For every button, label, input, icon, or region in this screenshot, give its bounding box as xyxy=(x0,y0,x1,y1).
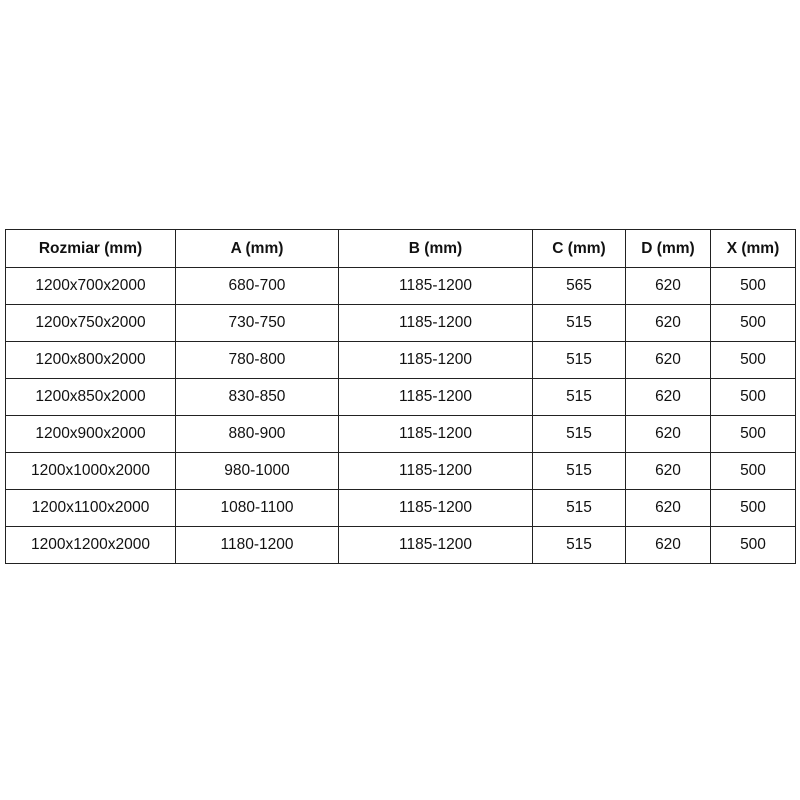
cell-a: 1180-1200 xyxy=(175,526,339,564)
table-row: 1200x700x2000 680-700 1185-1200 565 620 500 xyxy=(5,267,796,305)
cell-c: 515 xyxy=(532,452,626,490)
cell-b: 1185-1200 xyxy=(338,452,533,490)
cell-x: 500 xyxy=(710,304,796,342)
column-header-size: Rozmiar (mm) xyxy=(5,229,176,268)
header-row: Rozmiar (mm) A (mm) B (mm) C (mm) D (mm) X (m… xyxy=(5,229,796,268)
cell-d: 620 xyxy=(625,415,711,453)
cell-b: 1185-1200 xyxy=(338,341,533,379)
cell-d: 620 xyxy=(625,452,711,490)
cell-size: 1200x900x2000 xyxy=(5,415,176,453)
cell-size: 1200x1200x2000 xyxy=(5,526,176,564)
cell-c: 515 xyxy=(532,378,626,416)
table-row: 1200x900x2000 880-900 1185-1200 515 620 500 xyxy=(5,415,796,453)
column-header-b: B (mm) xyxy=(338,229,533,268)
cell-a: 780-800 xyxy=(175,341,339,379)
cell-x: 500 xyxy=(710,415,796,453)
cell-a: 830-850 xyxy=(175,378,339,416)
cell-size: 1200x800x2000 xyxy=(5,341,176,379)
column-header-d: D (mm) xyxy=(625,229,711,268)
cell-size: 1200x850x2000 xyxy=(5,378,176,416)
cell-x: 500 xyxy=(710,489,796,527)
column-header-c: C (mm) xyxy=(532,229,626,268)
cell-b: 1185-1200 xyxy=(338,526,533,564)
cell-c: 515 xyxy=(532,526,626,564)
table-row: 1200x750x2000 730-750 1185-1200 515 620 500 xyxy=(5,304,796,342)
cell-c: 565 xyxy=(532,267,626,305)
column-header-x: X (mm) xyxy=(710,229,796,268)
cell-a: 980-1000 xyxy=(175,452,339,490)
cell-d: 620 xyxy=(625,341,711,379)
cell-x: 500 xyxy=(710,341,796,379)
cell-a: 880-900 xyxy=(175,415,339,453)
table-row: 1200x1100x2000 1080-1100 1185-1200 515 620 50… xyxy=(5,489,796,527)
table-row: 1200x1000x2000 980-1000 1185-1200 515 620 500 xyxy=(5,452,796,490)
dimensions-table: Rozmiar (mm) A (mm) B (mm) C (mm) D (mm) X (m… xyxy=(5,229,796,564)
cell-a: 1080-1100 xyxy=(175,489,339,527)
cell-b: 1185-1200 xyxy=(338,304,533,342)
table-row: 1200x850x2000 830-850 1185-1200 515 620 500 xyxy=(5,378,796,416)
cell-size: 1200x750x2000 xyxy=(5,304,176,342)
cell-size: 1200x700x2000 xyxy=(5,267,176,305)
cell-c: 515 xyxy=(532,489,626,527)
cell-c: 515 xyxy=(532,304,626,342)
cell-b: 1185-1200 xyxy=(338,489,533,527)
cell-x: 500 xyxy=(710,526,796,564)
cell-c: 515 xyxy=(532,341,626,379)
cell-d: 620 xyxy=(625,489,711,527)
cell-d: 620 xyxy=(625,267,711,305)
cell-d: 620 xyxy=(625,378,711,416)
cell-x: 500 xyxy=(710,452,796,490)
table-row: 1200x800x2000 780-800 1185-1200 515 620 500 xyxy=(5,341,796,379)
cell-b: 1185-1200 xyxy=(338,267,533,305)
column-header-a: A (mm) xyxy=(175,229,339,268)
cell-a: 730-750 xyxy=(175,304,339,342)
cell-d: 620 xyxy=(625,304,711,342)
table-row: 1200x1200x2000 1180-1200 1185-1200 515 620 50… xyxy=(5,526,796,564)
cell-b: 1185-1200 xyxy=(338,415,533,453)
cell-size: 1200x1000x2000 xyxy=(5,452,176,490)
cell-size: 1200x1100x2000 xyxy=(5,489,176,527)
cell-b: 1185-1200 xyxy=(338,378,533,416)
cell-c: 515 xyxy=(532,415,626,453)
cell-x: 500 xyxy=(710,267,796,305)
cell-d: 620 xyxy=(625,526,711,564)
cell-x: 500 xyxy=(710,378,796,416)
cell-a: 680-700 xyxy=(175,267,339,305)
